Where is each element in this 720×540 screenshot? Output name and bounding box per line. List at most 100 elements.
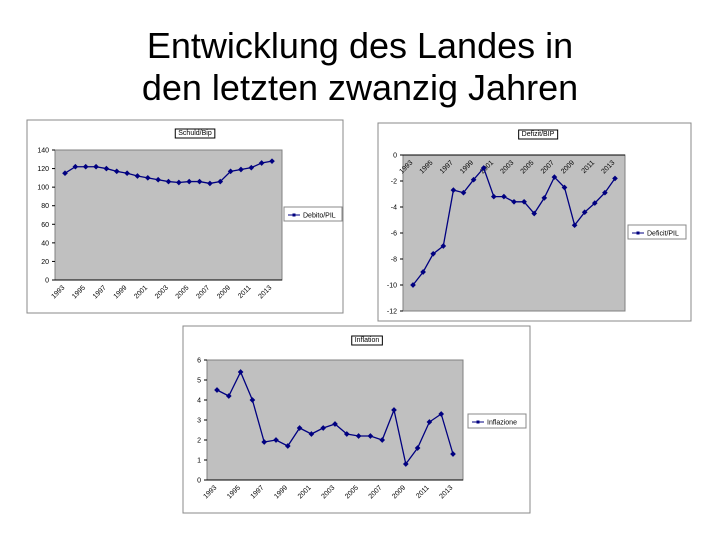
data-point [470, 176, 477, 183]
data-point [591, 200, 598, 206]
legend-label: Inflazione [487, 420, 517, 427]
legend-marker [636, 231, 640, 235]
y-tick-label: 60 [41, 222, 49, 229]
data-point [237, 369, 244, 375]
data-point [176, 179, 182, 186]
legend-label: Deficit/PIL [647, 231, 679, 238]
legend-box [627, 224, 687, 240]
y-tick-label: -4 [391, 205, 397, 212]
y-tick-label: 80 [41, 203, 49, 210]
data-point [511, 198, 517, 205]
data-point [521, 198, 527, 205]
data-point [225, 393, 232, 399]
legend-marker [292, 213, 296, 217]
data-point [410, 282, 416, 288]
data-point [581, 209, 588, 216]
legend-marker [476, 420, 480, 424]
data-point [551, 174, 558, 180]
data-point [82, 163, 89, 170]
y-tick-label: -2 [391, 179, 397, 186]
data-point [238, 166, 244, 173]
data-point [113, 168, 120, 175]
data-point [612, 175, 618, 182]
data-point [196, 178, 203, 185]
data-point [261, 439, 268, 445]
data-point [367, 433, 374, 439]
data-point [571, 222, 578, 229]
data-point [248, 164, 255, 171]
data-point [320, 425, 327, 431]
legend-label: Debito/PIL [303, 213, 336, 220]
y-tick-label: 120 [37, 166, 49, 173]
data-point [460, 189, 467, 196]
y-tick-label: 0 [45, 278, 49, 285]
data-point [296, 425, 303, 431]
data-point [561, 184, 568, 191]
data-point [602, 189, 608, 196]
data-point [420, 269, 426, 275]
chart-title: Schuld/Bip [178, 130, 212, 137]
data-point [450, 187, 457, 193]
y-tick-label: 2 [197, 438, 201, 445]
y-tick-label: -12 [387, 309, 397, 316]
data-point [134, 173, 141, 179]
data-point [343, 431, 350, 437]
y-tick-label: -6 [391, 231, 397, 238]
data-point [308, 431, 315, 437]
y-tick-label: 40 [41, 240, 49, 247]
y-tick-label: -8 [391, 257, 397, 264]
data-point [430, 250, 437, 257]
data-point [214, 387, 220, 393]
plot-area [206, 359, 464, 481]
data-point [531, 210, 538, 217]
data-point [72, 163, 79, 170]
data-point [227, 168, 234, 175]
chart-title-box [351, 335, 383, 346]
data-point [332, 421, 338, 427]
y-tick-label: 6 [197, 358, 201, 365]
data-point [541, 195, 548, 201]
data-point [124, 170, 130, 177]
data-point [155, 176, 161, 183]
data-point [379, 437, 386, 443]
data-point [165, 178, 172, 185]
y-tick-label: 1 [197, 458, 201, 465]
legend-box [467, 413, 527, 429]
data-point [284, 443, 291, 449]
data-point [480, 165, 487, 171]
chart-title: Defizit/BIP [522, 131, 555, 138]
y-tick-label: 4 [197, 398, 201, 405]
chart-title-box [518, 129, 559, 140]
chart-title-box [174, 128, 216, 139]
data-point [258, 160, 265, 166]
slide-title: Entwicklung des Landes in den letzten zwa… [142, 25, 578, 108]
chart-title: Inflation [355, 337, 380, 344]
data-point [249, 397, 256, 403]
data-point [93, 163, 99, 170]
plot-area [54, 149, 283, 281]
data-point [426, 419, 433, 425]
data-point [402, 461, 409, 467]
y-tick-label: 3 [197, 418, 201, 425]
data-point [501, 193, 507, 200]
data-point [186, 178, 193, 185]
data-point [207, 180, 213, 187]
data-point [440, 243, 447, 249]
data-point [273, 437, 279, 443]
data-point [217, 178, 224, 185]
data-point [450, 451, 456, 457]
y-tick-label: -10 [387, 283, 397, 290]
y-tick-label: 100 [37, 185, 49, 192]
data-point [144, 175, 151, 181]
data-point [414, 445, 421, 451]
y-tick-label: 5 [197, 378, 201, 385]
y-tick-label: 0 [197, 478, 201, 485]
data-point [438, 411, 445, 417]
data-point [391, 407, 397, 413]
y-tick-label: 140 [37, 148, 49, 155]
data-point [355, 433, 362, 439]
legend-box [283, 206, 343, 222]
data-point [103, 165, 110, 172]
data-point [490, 193, 497, 200]
